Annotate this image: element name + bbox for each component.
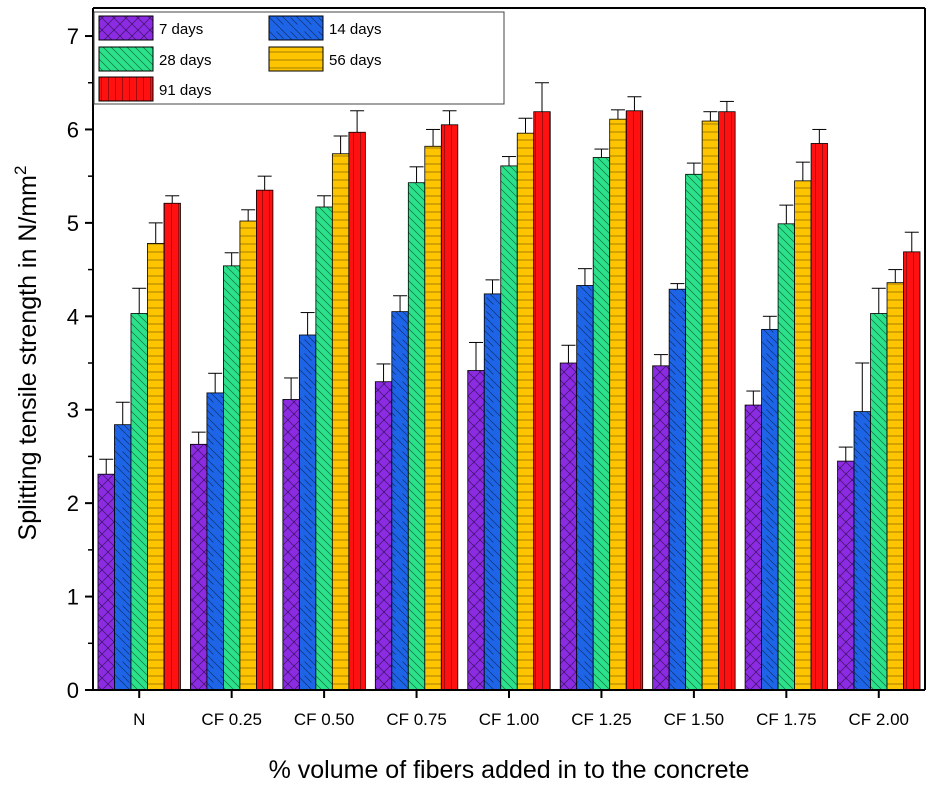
x-tick-label: CF 1.75 <box>756 710 816 729</box>
bar-pattern <box>147 243 164 691</box>
error-bars-layer <box>99 82 919 475</box>
legend-swatch-pattern <box>99 77 153 101</box>
y-tick-label: 7 <box>67 24 79 49</box>
bar-pattern <box>467 370 485 690</box>
bar-pattern <box>685 174 703 690</box>
bar-pattern <box>626 110 643 691</box>
bar-pattern <box>299 334 316 690</box>
bar-pattern <box>778 223 795 690</box>
bar-pattern <box>163 203 181 690</box>
bar-pattern <box>593 157 610 691</box>
y-tick-label: 5 <box>67 211 79 236</box>
y-tick-label: 3 <box>67 398 79 423</box>
bar-pattern <box>130 313 148 690</box>
bar-pattern <box>500 165 518 690</box>
bar-pattern <box>794 180 812 690</box>
bar-pattern <box>206 392 224 690</box>
bar-pattern <box>239 221 257 690</box>
x-tick-label: CF 1.00 <box>479 710 539 729</box>
legend-label: 7 days <box>159 21 203 38</box>
y-tick-label: 4 <box>67 304 79 329</box>
legend-swatch-pattern <box>269 47 323 71</box>
bar-pattern <box>190 444 207 690</box>
legend-label: 56 days <box>329 52 382 69</box>
x-tick-label: CF 0.25 <box>201 710 261 729</box>
legend-swatch-pattern <box>269 16 323 40</box>
x-tick-label: CF 0.50 <box>294 710 354 729</box>
bar-pattern <box>484 293 501 690</box>
bars-layer <box>97 110 921 691</box>
bar-pattern <box>652 365 670 690</box>
bar-pattern <box>903 251 921 690</box>
y-tick-label: 6 <box>67 117 79 142</box>
bar-pattern <box>256 190 273 690</box>
y-tick-label: 0 <box>67 678 79 703</box>
bar-pattern <box>560 363 577 690</box>
bar-pattern <box>702 121 719 691</box>
bar-pattern <box>441 124 458 690</box>
bar-pattern <box>114 424 131 690</box>
x-tick-label: CF 2.00 <box>849 710 909 729</box>
bar-pattern <box>223 265 240 690</box>
bar-pattern <box>332 153 349 691</box>
y-tick-label: 2 <box>67 491 79 516</box>
bar-pattern <box>517 133 534 691</box>
legend-label: 28 days <box>159 52 212 69</box>
bar-pattern <box>533 111 551 691</box>
bar-pattern <box>745 405 762 690</box>
y-ticks: 0 1 2 3 4 5 6 7 <box>67 24 93 703</box>
bar-pattern <box>718 111 736 691</box>
bar-pattern <box>887 282 904 690</box>
y-axis-title-text: Splitting tensile strength in N/mm <box>14 175 42 540</box>
bar-pattern <box>576 285 594 690</box>
legend-swatch-pattern <box>99 47 153 71</box>
bar-pattern <box>97 474 115 690</box>
bar-pattern <box>282 399 300 690</box>
bar-pattern <box>761 329 779 690</box>
legend: 7 days 14 days 28 days 56 days 91 days <box>93 11 505 105</box>
legend-swatch-pattern <box>99 16 153 40</box>
bar-pattern <box>315 206 333 691</box>
y-axis-title-superscript: 2 <box>11 166 30 175</box>
x-tick-label: N <box>133 710 145 729</box>
legend-label: 91 days <box>159 82 212 99</box>
bar-pattern <box>408 182 425 691</box>
bar-pattern <box>870 313 888 690</box>
x-tick-label: CF 1.25 <box>571 710 631 729</box>
bar-pattern <box>669 289 686 690</box>
x-axis-title: % volume of fibers added in to the concr… <box>269 756 750 784</box>
bar-pattern <box>609 119 627 690</box>
x-tick-label: CF 1.50 <box>664 710 724 729</box>
y-tick-label: 1 <box>67 585 79 610</box>
bar-pattern <box>424 146 442 690</box>
bar-pattern <box>811 143 828 690</box>
x-ticks: N CF 0.25 CF 0.50 CF 0.75 CF 1.00 CF 1.25 CF 1… <box>133 690 909 729</box>
bar-pattern <box>837 461 855 690</box>
bar-pattern <box>375 381 392 690</box>
bar-pattern <box>348 132 366 691</box>
bar-pattern <box>391 311 409 690</box>
x-tick-label: CF 0.75 <box>386 710 446 729</box>
bar-pattern <box>854 411 871 690</box>
y-axis-title: Splitting tensile strength in N/mm2 <box>11 166 42 541</box>
legend-label: 14 days <box>329 21 382 38</box>
